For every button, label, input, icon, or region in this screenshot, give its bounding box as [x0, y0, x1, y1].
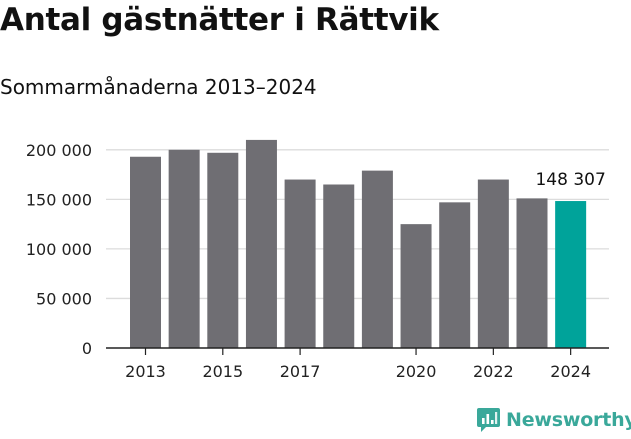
y-tick-label: 50 000 [36, 289, 92, 308]
x-tick-label: 2017 [280, 362, 321, 381]
x-tick-label: 2015 [202, 362, 243, 381]
bar-2022 [477, 179, 509, 348]
bar-2021 [439, 202, 471, 348]
bar-2018 [323, 184, 355, 348]
chart-subtitle: Sommarmånaderna 2013–2024 [0, 75, 317, 99]
labels: 0 50 000 100 000 150 000 200 000 2013 2015 2017… [26, 141, 606, 381]
bar-2013 [130, 156, 161, 348]
bars [130, 139, 587, 348]
bar-2019 [361, 170, 393, 348]
y-tick-label: 200 000 [26, 141, 92, 160]
bar-chart-badge-icon [477, 408, 500, 432]
chart-title: Antal gästnätter i Rättvik [0, 2, 439, 38]
y-tick-label: 0 [82, 339, 92, 358]
bar-2014 [168, 149, 200, 348]
bar-2024 [555, 201, 587, 348]
y-tick-label: 100 000 [26, 240, 92, 259]
highlight-data-label: 148 307 [535, 170, 605, 190]
x-tick-label: 2020 [396, 362, 437, 381]
brand-name: Newsworthy [506, 409, 631, 431]
newsworthy-logo: Newsworthy [476, 407, 631, 433]
bar-2020 [400, 224, 432, 348]
bar-2023 [516, 198, 548, 348]
x-tick-label: 2022 [473, 362, 514, 381]
x-tick-label: 2024 [550, 362, 591, 381]
bar-2017 [284, 179, 316, 348]
axes [106, 347, 609, 355]
y-tick-label: 150 000 [26, 190, 92, 209]
bar-2015 [207, 152, 239, 348]
x-tick-label: 2013 [125, 362, 166, 381]
bar-2016 [245, 139, 277, 348]
